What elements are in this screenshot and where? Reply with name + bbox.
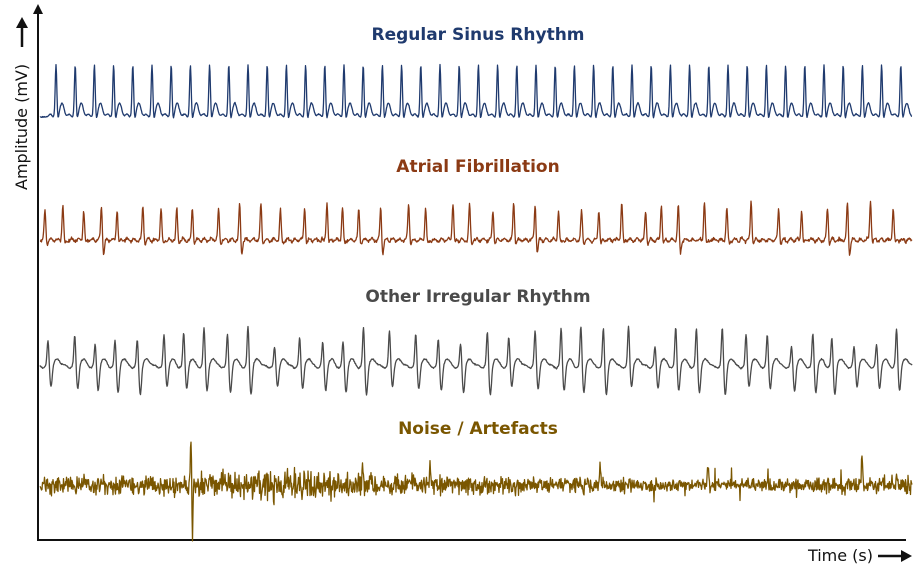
y-label-arrow — [16, 17, 28, 28]
ecg-trace — [39, 200, 913, 256]
trace-title: Regular Sinus Rhythm — [371, 25, 584, 45]
traces: Regular Sinus Rhythm Atrial Fibrillation O… — [39, 25, 913, 542]
trace-title: Other Irregular Rhythm — [365, 287, 590, 307]
y-arrow — [33, 4, 43, 14]
y-axis-label: Amplitude (mV) — [12, 64, 31, 190]
x-label-arrow — [901, 550, 912, 562]
ecg-trace — [39, 325, 913, 396]
ecg-trace — [39, 441, 913, 542]
trace-title: Noise / Artefacts — [398, 419, 558, 439]
x-axis-label: Time (s) — [807, 546, 873, 565]
trace-title: Atrial Fibrillation — [396, 157, 559, 177]
ecg-trace — [39, 63, 913, 119]
